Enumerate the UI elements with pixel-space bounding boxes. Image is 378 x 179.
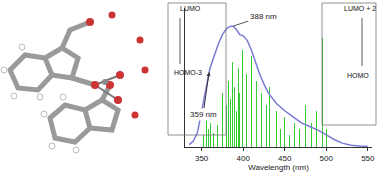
svg-text:500: 500 (320, 154, 334, 163)
svg-text:HOMO-3: HOMO-3 (174, 69, 202, 76)
svg-text:359 nm: 359 nm (190, 110, 217, 119)
svg-text:350: 350 (195, 154, 209, 163)
svg-text:450: 450 (278, 154, 292, 163)
svg-text:LUMO: LUMO (180, 5, 201, 12)
svg-text:LUMO + 2: LUMO + 2 (344, 5, 376, 12)
svg-text:HOMO: HOMO (347, 72, 369, 79)
svg-text:388 nm: 388 nm (250, 12, 277, 21)
svg-text:Wavelength (nm): Wavelength (nm) (248, 163, 309, 172)
svg-text:400: 400 (237, 154, 251, 163)
svg-text:550: 550 (361, 154, 375, 163)
